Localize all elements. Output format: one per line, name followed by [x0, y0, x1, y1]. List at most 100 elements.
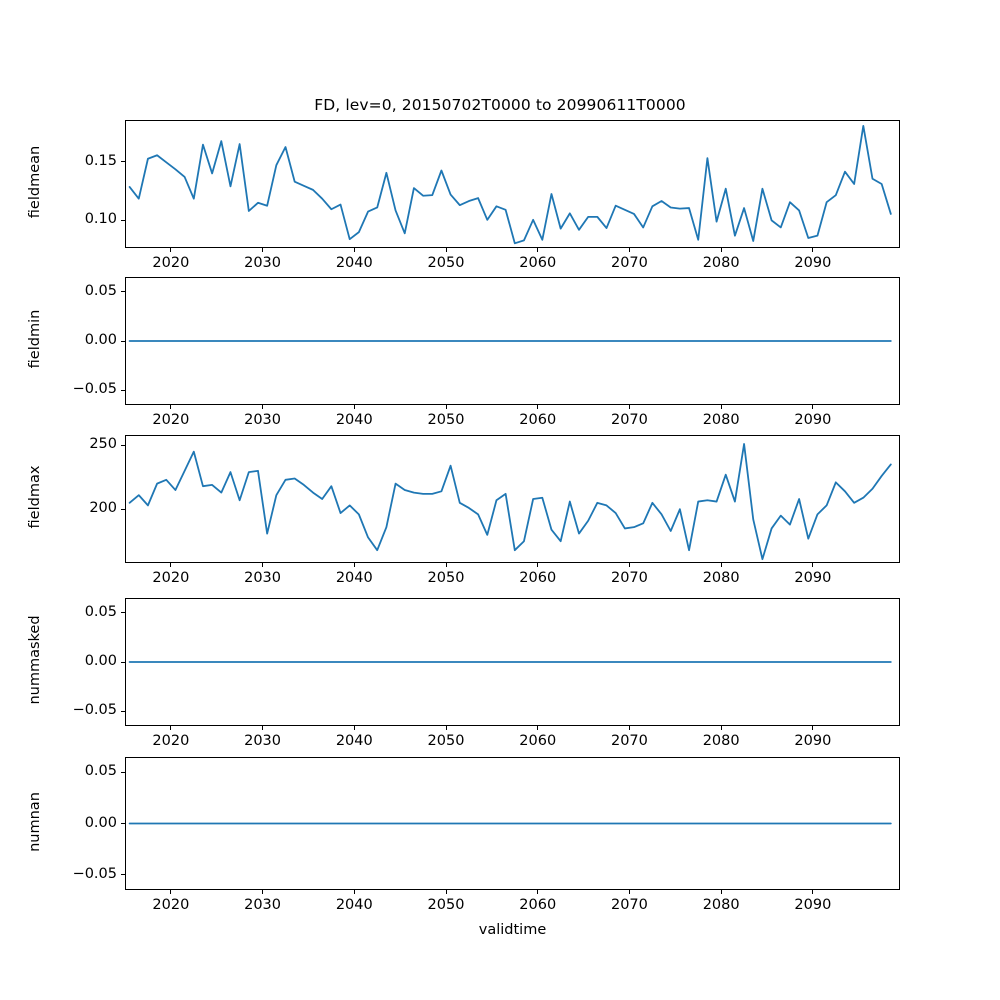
x-tick-label-fieldmax-7: 2090: [794, 570, 832, 586]
y-axis-label-numnan: numnan: [27, 791, 43, 852]
x-tick-label-fieldmax-2: 2040: [335, 570, 373, 586]
x-tick-nummasked-7: [812, 726, 814, 730]
y-tick-label-nummasked-1: 0.00: [84, 653, 117, 669]
series-fieldmean: [125, 120, 900, 248]
x-tick-label-fieldmin-0: 2020: [152, 412, 190, 428]
x-tick-label-nummasked-0: 2020: [152, 733, 190, 749]
x-tick-fieldmean-1: [262, 248, 264, 252]
y-tick-numnan-2: [121, 771, 125, 773]
x-tick-label-numnan-1: 2030: [244, 897, 282, 913]
x-tick-nummasked-5: [628, 726, 631, 730]
y-tick-fieldmax-0: [121, 508, 125, 510]
x-tick-fieldmax-7: [812, 563, 814, 567]
panel-fieldmin: [125, 277, 900, 405]
x-tick-fieldmin-6: [720, 405, 722, 409]
panel-fieldmax: [125, 435, 900, 563]
x-tick-fieldmean-3: [445, 248, 447, 252]
y-tick-fieldmin-2: [121, 291, 125, 293]
x-tick-nummasked-3: [445, 726, 447, 730]
x-tick-nummasked-2: [353, 726, 355, 730]
x-tick-label-fieldmax-5: 2070: [610, 570, 648, 586]
y-tick-label-fieldmax-0: 200: [89, 500, 117, 517]
x-tick-nummasked-0: [170, 726, 172, 730]
x-tick-fieldmean-7: [812, 248, 814, 252]
x-tick-label-fieldmean-2: 2040: [335, 255, 373, 271]
y-tick-numnan-1: [121, 823, 125, 825]
x-tick-label-fieldmax-1: 2030: [244, 570, 282, 586]
y-tick-fieldmin-0: [121, 389, 125, 391]
x-tick-nummasked-1: [262, 726, 264, 730]
x-tick-label-numnan-5: 2070: [610, 897, 648, 913]
series-numnan: [125, 757, 900, 890]
x-tick-fieldmin-3: [445, 405, 447, 409]
x-tick-fieldmin-5: [628, 405, 631, 409]
x-tick-fieldmean-0: [170, 248, 172, 252]
x-tick-numnan-7: [812, 890, 814, 894]
y-tick-label-fieldmax-1: 250: [89, 436, 117, 453]
x-tick-label-fieldmean-4: 2060: [519, 255, 557, 271]
x-tick-numnan-4: [537, 890, 539, 894]
x-tick-fieldmean-5: [628, 248, 631, 252]
x-tick-label-fieldmean-1: 2030: [244, 255, 282, 271]
x-tick-label-fieldmax-0: 2020: [152, 570, 190, 586]
x-tick-label-fieldmax-3: 2050: [427, 570, 465, 586]
x-tick-numnan-0: [170, 890, 172, 894]
y-tick-label-fieldmin-2: 0.05: [84, 282, 117, 299]
x-tick-label-numnan-4: 2060: [519, 897, 557, 913]
y-tick-fieldmin-1: [121, 340, 125, 342]
axes-frame-fieldmean: [125, 120, 900, 248]
x-tick-numnan-1: [262, 890, 264, 894]
x-tick-fieldmax-6: [720, 563, 722, 567]
x-tick-label-fieldmean-3: 2050: [427, 255, 465, 271]
x-tick-label-fieldmin-4: 2060: [519, 412, 557, 428]
x-tick-fieldmin-4: [537, 405, 539, 409]
x-tick-label-fieldmin-2: 2040: [335, 412, 373, 428]
x-tick-fieldmin-1: [262, 405, 264, 409]
page-title: FD, lev=0, 20150702T0000 to 20990611T000…: [314, 96, 686, 114]
x-tick-nummasked-6: [720, 726, 722, 730]
y-tick-nummasked-1: [121, 661, 125, 663]
y-axis-label-fieldmean: fieldmean: [27, 145, 43, 219]
x-axis-label: validtime: [478, 922, 547, 938]
x-tick-label-fieldmin-5: 2070: [610, 412, 648, 428]
y-tick-fieldmax-1: [121, 444, 125, 446]
y-tick-nummasked-0: [121, 710, 125, 712]
x-tick-fieldmean-4: [537, 248, 539, 252]
y-axis-label-nummasked: nummasked: [27, 615, 43, 705]
x-tick-label-numnan-3: 2050: [427, 897, 465, 913]
x-tick-fieldmax-0: [170, 563, 172, 567]
x-tick-label-fieldmean-0: 2020: [152, 255, 190, 271]
x-tick-label-nummasked-4: 2060: [519, 733, 557, 749]
series-fieldmin: [125, 277, 900, 405]
x-tick-nummasked-4: [537, 726, 539, 730]
y-tick-label-numnan-0: −0.05: [72, 865, 117, 882]
x-tick-fieldmin-7: [812, 405, 814, 409]
x-tick-label-fieldmax-6: 2080: [702, 570, 740, 586]
y-tick-label-numnan-2: 0.05: [84, 763, 117, 780]
x-tick-label-nummasked-1: 2030: [244, 733, 282, 749]
x-tick-numnan-3: [445, 890, 447, 894]
y-tick-nummasked-2: [121, 612, 125, 614]
y-tick-label-nummasked-0: −0.05: [72, 702, 117, 719]
x-tick-label-fieldmin-1: 2030: [244, 412, 282, 428]
y-axis-label-fieldmin: fieldmin: [27, 309, 43, 369]
series-fieldmax: [125, 435, 900, 563]
x-tick-fieldmin-2: [353, 405, 355, 409]
y-tick-label-fieldmean-1: 0.15: [84, 152, 117, 169]
x-tick-label-fieldmean-5: 2070: [610, 255, 648, 271]
x-tick-numnan-5: [628, 890, 631, 894]
x-tick-label-numnan-6: 2080: [702, 897, 740, 913]
y-axis-label-fieldmax: fieldmax: [27, 465, 43, 529]
y-tick-label-fieldmean-0: 0.10: [84, 211, 117, 228]
y-tick-label-nummasked-2: 0.05: [84, 603, 117, 620]
x-tick-fieldmax-3: [445, 563, 447, 567]
y-tick-label-numnan-1: 0.00: [84, 814, 117, 831]
x-tick-label-fieldmin-3: 2050: [427, 412, 465, 428]
x-tick-numnan-6: [720, 890, 722, 894]
x-tick-label-nummasked-7: 2090: [794, 733, 832, 749]
x-tick-label-numnan-0: 2020: [152, 897, 190, 913]
x-tick-label-fieldmin-7: 2090: [794, 412, 832, 428]
x-tick-label-fieldmin-6: 2080: [702, 412, 740, 428]
x-tick-label-nummasked-2: 2040: [335, 733, 373, 749]
